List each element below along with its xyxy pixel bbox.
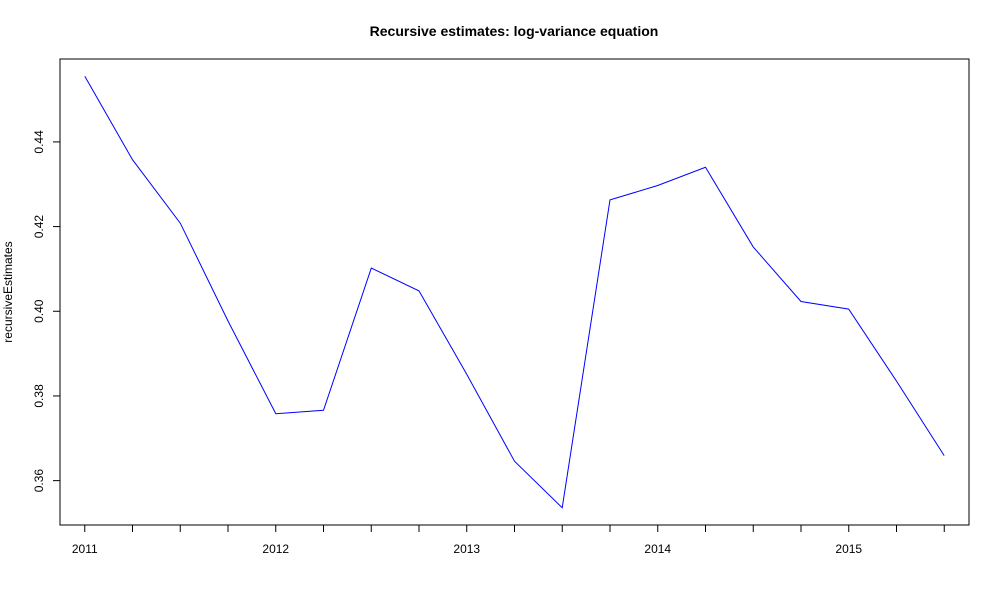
- chart-title: Recursive estimates: log-variance equati…: [370, 23, 659, 39]
- y-tick-label: 0.44: [32, 130, 46, 154]
- x-tick-label: 2013: [453, 542, 480, 556]
- series-line: [84, 76, 945, 509]
- x-tick-label: 2015: [835, 542, 862, 556]
- plot-frame: [59, 58, 970, 526]
- y-tick-label: 0.42: [32, 215, 46, 239]
- y-tick-label: 0.40: [32, 299, 46, 323]
- x-axis: 2011 2012 2013 2014 2015: [72, 524, 945, 556]
- y-tick-label: 0.36: [32, 469, 46, 493]
- x-tick-label: 2012: [262, 542, 289, 556]
- y-axis: 0.36 0.38 0.40 0.42 0.44: [32, 130, 61, 493]
- y-tick-label: 0.38: [32, 384, 46, 408]
- x-tick-label: 2011: [72, 542, 98, 556]
- series-layer: [84, 76, 945, 509]
- y-axis-title: recursiveEstimates: [1, 241, 15, 342]
- x-tick-label: 2014: [644, 542, 671, 556]
